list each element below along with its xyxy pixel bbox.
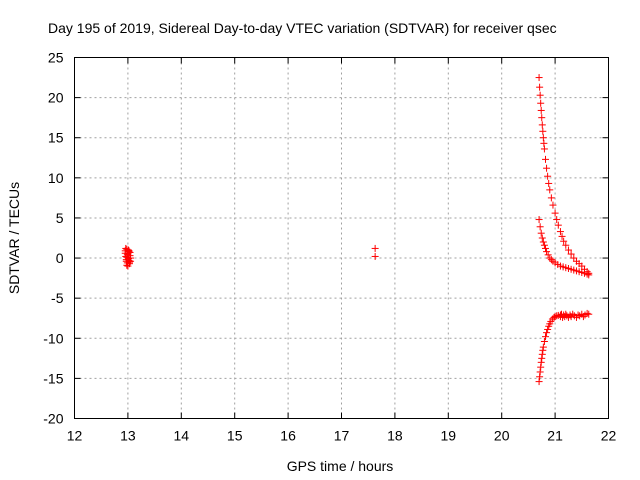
data-point <box>537 99 545 107</box>
data-point <box>540 139 548 147</box>
data-point <box>543 164 551 172</box>
data-point <box>539 134 547 142</box>
data-point <box>538 114 546 122</box>
y-tick-label: 15 <box>48 130 64 146</box>
data-point <box>539 238 547 246</box>
data-point <box>371 244 379 252</box>
data-point <box>535 216 543 224</box>
data-point <box>543 329 551 337</box>
data-point <box>539 127 547 135</box>
data-point <box>585 271 593 279</box>
x-tick-labels: 12 13 14 15 16 17 18 19 20 21 22 <box>67 428 617 444</box>
data-point <box>536 83 544 91</box>
data-point <box>556 228 564 236</box>
data-point <box>583 309 591 317</box>
data-point <box>536 91 544 99</box>
data-point <box>536 223 544 231</box>
data-point <box>538 350 546 358</box>
x-tick-label: 17 <box>334 428 350 444</box>
data-point <box>539 346 547 354</box>
data-point <box>537 363 545 371</box>
data-point <box>553 216 561 224</box>
x-tick-label: 19 <box>441 428 457 444</box>
data-point <box>125 247 133 255</box>
data-point <box>579 313 587 321</box>
y-tick-label: -5 <box>51 290 64 306</box>
data-point <box>567 250 575 258</box>
data-point <box>127 257 135 265</box>
data-point <box>547 256 555 264</box>
data-point <box>546 186 554 194</box>
data-point <box>574 311 582 319</box>
x-tick-label: 13 <box>120 428 136 444</box>
plot-frame <box>74 57 609 419</box>
y-tick-label: 25 <box>48 50 64 66</box>
data-point <box>539 343 547 351</box>
data-point <box>562 241 570 249</box>
data-point <box>549 201 557 209</box>
data-point <box>563 312 571 320</box>
y-tick-label: -10 <box>43 330 63 346</box>
x-tick-label: 21 <box>547 428 563 444</box>
x-tick-label: 20 <box>494 428 510 444</box>
y-tick-labels: -20 -15 -10 -5 0 5 10 15 20 25 <box>43 50 63 427</box>
data-point <box>537 229 545 237</box>
data-point <box>546 254 554 262</box>
data-point <box>123 253 131 261</box>
data-point <box>538 121 546 129</box>
data-point <box>544 251 552 259</box>
x-axis-label: GPS time / hours <box>286 458 394 474</box>
x-tick-label: 18 <box>387 428 403 444</box>
data-point <box>538 354 546 362</box>
y-tick-label: 10 <box>48 170 64 186</box>
data-point <box>585 310 593 318</box>
y-tick-label: -20 <box>43 411 63 427</box>
data-point <box>538 234 546 242</box>
data-point <box>371 252 379 260</box>
data-point <box>535 378 543 386</box>
data-point <box>540 145 548 153</box>
chart-title: Day 195 of 2019, Sidereal Day-to-day VTE… <box>48 20 557 36</box>
x-tick-label: 14 <box>174 428 190 444</box>
data-point <box>124 262 132 270</box>
y-tick-label: 5 <box>56 210 64 226</box>
data-point <box>564 246 572 254</box>
data-point <box>544 172 552 180</box>
data-point <box>124 246 132 254</box>
data-point <box>537 106 545 114</box>
data-point <box>543 248 551 256</box>
grid-lines <box>74 57 609 419</box>
x-tick-label: 15 <box>227 428 243 444</box>
data-point <box>540 337 548 345</box>
data-point <box>541 333 549 341</box>
data-point <box>545 179 553 187</box>
data-point <box>544 325 552 333</box>
data-point <box>547 194 555 202</box>
x-tick-label: 16 <box>280 428 296 444</box>
data-point <box>560 237 568 245</box>
y-tick-label: 0 <box>56 250 64 266</box>
data-points <box>121 74 593 386</box>
data-point <box>540 241 548 249</box>
data-point <box>536 368 544 376</box>
data-point <box>558 232 566 240</box>
data-point <box>536 373 544 381</box>
data-point <box>569 310 577 318</box>
data-point <box>551 209 559 217</box>
y-tick-label: -15 <box>43 370 63 386</box>
data-point <box>541 244 549 252</box>
data-point <box>121 249 129 257</box>
x-tick-label: 22 <box>601 428 617 444</box>
x-tick-label: 12 <box>67 428 83 444</box>
data-point <box>541 155 549 163</box>
data-point <box>554 221 562 229</box>
y-tick-label: 20 <box>48 90 64 106</box>
data-point <box>535 74 543 82</box>
data-point <box>537 358 545 366</box>
data-point <box>583 270 591 278</box>
